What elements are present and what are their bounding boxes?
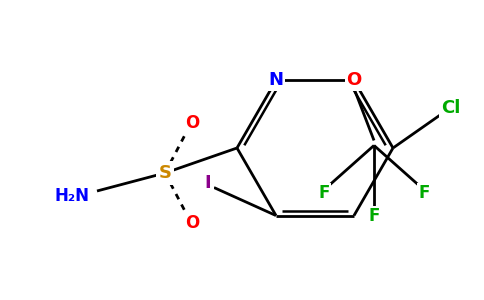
Text: F: F xyxy=(318,184,330,202)
Text: O: O xyxy=(185,114,199,132)
Text: Cl: Cl xyxy=(441,99,461,117)
Text: F: F xyxy=(418,184,430,202)
Text: H₂N: H₂N xyxy=(54,187,89,205)
Text: F: F xyxy=(368,208,379,226)
Text: O: O xyxy=(185,214,199,232)
Text: O: O xyxy=(347,71,362,89)
Text: N: N xyxy=(269,71,284,89)
Text: S: S xyxy=(158,164,171,182)
Text: I: I xyxy=(205,173,212,191)
